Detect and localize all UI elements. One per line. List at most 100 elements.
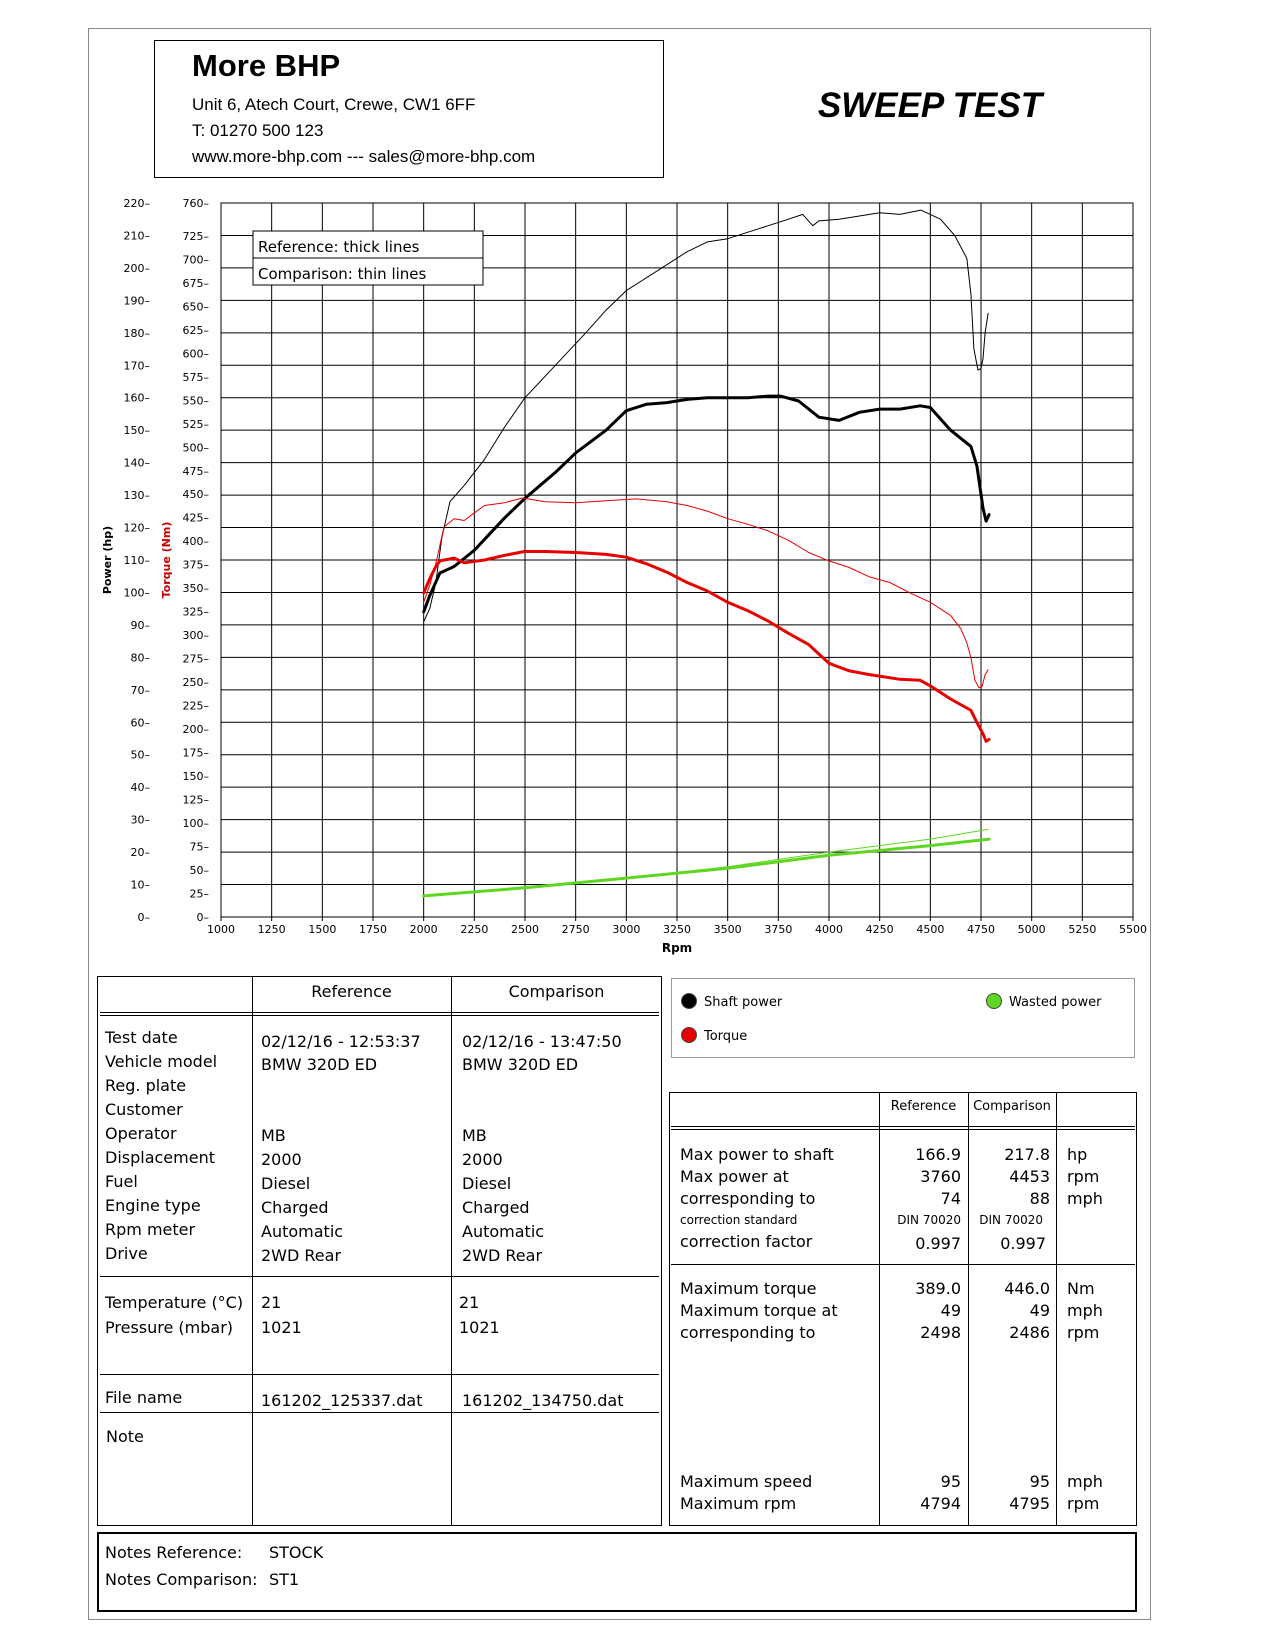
row-correction-factor-label: correction factor (680, 1232, 813, 1251)
cmp-file-name: 161202_134750.dat (462, 1391, 624, 1410)
label-vehicle-model: Vehicle model (105, 1052, 218, 1071)
legend-reference-text: Reference: thick lines (258, 238, 420, 256)
info-col-comparison: Comparison (508, 982, 605, 1001)
torque-tick-label: 625– (183, 324, 210, 337)
power-tick-label: 110– (124, 554, 151, 567)
torque-reference-line (422, 550, 991, 743)
power-tick-label: 20– (131, 846, 151, 859)
torque-tick-label: 350– (183, 582, 210, 595)
power-tick-label: 130– (124, 489, 151, 502)
torque-tick-label: 75– (190, 841, 210, 854)
torque-tick-label: 375– (183, 559, 210, 572)
x-tick-label: 1750 (359, 923, 387, 936)
torque-tick-label: 575– (183, 371, 210, 384)
row-correction-factor-cmp: 0.997 (1000, 1234, 1046, 1253)
row-power-corresponding-unit: mph (1067, 1189, 1103, 1208)
shaft-power-reference-line (422, 394, 991, 614)
label-drive: Drive (105, 1244, 148, 1263)
power-tick-label: 220– (124, 197, 151, 210)
power-tick-label: 160– (124, 392, 151, 405)
row-correction-factor-ref: 0.997 (915, 1234, 961, 1253)
ref-vehicle-model: BMW 320D ED (261, 1055, 378, 1074)
row-max-torque-at-label: Maximum torque at (680, 1301, 838, 1320)
power-tick-label: 170– (124, 359, 151, 372)
row-power-corresponding-label: corresponding to (680, 1189, 816, 1208)
torque-tick-label: 550– (183, 394, 210, 407)
company-address: Unit 6, Atech Court, Crewe, CW1 6FF (192, 95, 476, 114)
dyno-chart: 1000 1250 1500 1750 2000 2250 2500 2750 3000 3250… (101, 197, 1147, 955)
notes-reference-label: Notes Reference: (105, 1543, 243, 1562)
torque-tick-label: 100– (183, 817, 210, 830)
label-engine-type: Engine type (105, 1196, 201, 1215)
torque-tick-label: 425– (183, 512, 210, 525)
legend-torque-label: Torque (704, 1029, 748, 1044)
power-tick-label: 180– (124, 327, 151, 340)
power-axis-title: Power (hp) (101, 526, 114, 594)
ref-drive: 2WD Rear (261, 1246, 342, 1265)
x-tick-label: 4250 (866, 923, 894, 936)
row-max-power-cmp: 217.8 (1004, 1145, 1050, 1164)
torque-tick-label: 200– (183, 723, 210, 736)
report-title: SWEEP TEST (817, 86, 1043, 125)
cmp-drive: 2WD Rear (462, 1246, 543, 1265)
ref-fuel: Diesel (261, 1174, 311, 1193)
row-max-rpm-ref: 4794 (920, 1494, 961, 1513)
power-tick-label: 120– (124, 522, 151, 535)
row-max-rpm-cmp: 4795 (1009, 1494, 1050, 1513)
torque-tick-label: 275– (183, 653, 210, 666)
torque-axis-title: Torque (Nm) (160, 522, 173, 599)
legend-comparison-text: Comparison: thin lines (258, 265, 427, 283)
company-info-box (154, 40, 664, 178)
results-col-reference: Reference (890, 1099, 957, 1114)
power-tick-label: 190– (124, 294, 151, 307)
results-table (669, 1092, 1137, 1526)
torque-tick-label: 150– (183, 770, 210, 783)
info-table (97, 976, 662, 1526)
torque-tick-label: 325– (183, 606, 210, 619)
x-tick-label: 4000 (815, 923, 843, 936)
cmp-engine-type: Charged (462, 1198, 530, 1217)
label-test-date: Test date (105, 1028, 178, 1047)
legend-wasted-power-label: Wasted power (1009, 995, 1102, 1010)
power-tick-label: 50– (131, 749, 151, 762)
row-max-torque-unit: Nm (1067, 1279, 1095, 1298)
row-max-power-ref: 166.9 (915, 1145, 961, 1164)
ref-test-date: 02/12/16 - 12:53:37 (261, 1032, 421, 1051)
x-tick-label: 2250 (460, 923, 488, 936)
ref-engine-type: Charged (261, 1198, 329, 1217)
power-tick-label: 80– (131, 651, 151, 664)
row-max-speed-unit: mph (1067, 1472, 1103, 1491)
power-tick-label: 100– (124, 586, 151, 599)
row-max-speed-cmp: 95 (1029, 1472, 1050, 1491)
x-tick-label: 2000 (410, 923, 438, 936)
row-power-corresponding-cmp: 88 (1029, 1189, 1050, 1208)
row-max-power-at-ref: 3760 (920, 1167, 961, 1186)
x-tick-label: 4750 (967, 923, 995, 936)
power-tick-label: 70– (131, 684, 151, 697)
label-pressure: Pressure (mbar) (105, 1318, 234, 1337)
label-temperature: Temperature (°C) (105, 1293, 244, 1312)
cmp-operator: MB (462, 1126, 487, 1145)
row-torque-corresponding-cmp: 2486 (1009, 1323, 1050, 1342)
row-max-torque-at-cmp: 49 (1029, 1301, 1050, 1320)
label-reg-plate: Reg. plate (105, 1076, 187, 1095)
power-tick-label: 0– (138, 911, 151, 924)
row-torque-corresponding-ref: 2498 (920, 1323, 961, 1342)
torque-tick-label: 475– (183, 465, 210, 478)
row-correction-standard-label: correction standard (680, 1213, 798, 1227)
power-tick-label: 210– (124, 229, 151, 242)
power-tick-label: 60– (131, 716, 151, 729)
cmp-pressure: 1021 (459, 1318, 500, 1337)
label-customer: Customer (105, 1100, 183, 1119)
power-tick-label: 90– (131, 619, 151, 632)
row-max-torque-at-ref: 49 (940, 1301, 961, 1320)
power-tick-label: 200– (124, 262, 151, 275)
torque-tick-label: 600– (183, 347, 210, 360)
x-tick-label: 2750 (562, 923, 590, 936)
torque-tick-label: 225– (183, 700, 210, 713)
torque-tick-label: 450– (183, 488, 210, 501)
row-torque-corresponding-label: corresponding to (680, 1323, 816, 1342)
row-max-speed-ref: 95 (940, 1472, 961, 1491)
company-name: More BHP (192, 48, 341, 83)
ref-temperature: 21 (261, 1293, 282, 1312)
